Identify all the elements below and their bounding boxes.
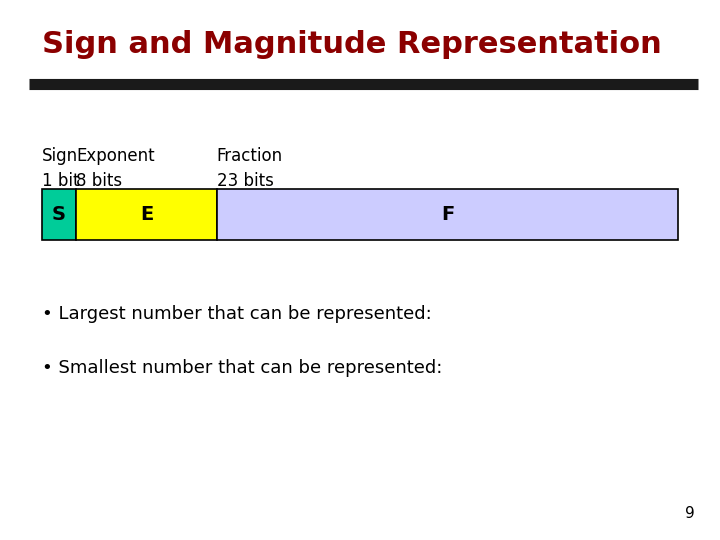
Bar [217,189,678,240]
Text: Exponent: Exponent [76,147,155,165]
Text: 8 bits: 8 bits [76,172,122,190]
Text: Fraction: Fraction [217,147,283,165]
Text: Sign and Magnitude Representation: Sign and Magnitude Representation [42,30,662,59]
Text: • Smallest number that can be represented:: • Smallest number that can be represente… [42,359,442,377]
Text: 23 bits: 23 bits [217,172,274,190]
Text: • Largest number that can be represented:: • Largest number that can be represented… [42,305,431,323]
Text: 9: 9 [685,506,695,521]
Text: S: S [52,205,66,224]
Text: F: F [441,205,454,224]
Text: 1 bit: 1 bit [42,172,79,190]
Bar [42,189,76,240]
Bar [76,189,217,240]
Text: Sign: Sign [42,147,78,165]
Text: E: E [140,205,153,224]
